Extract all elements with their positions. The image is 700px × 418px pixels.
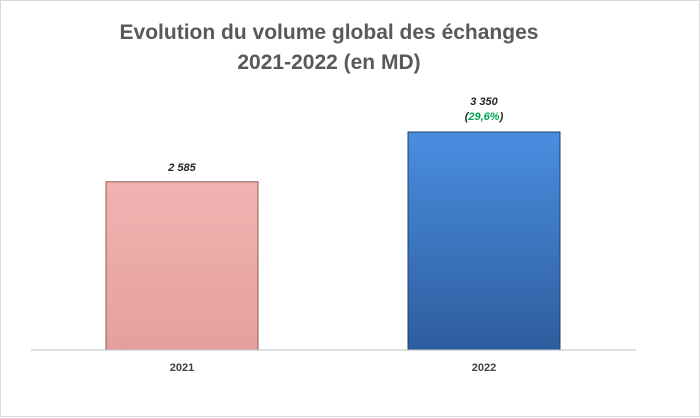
data-label-2021: 2 585 [167,162,196,174]
chart-subtitle: 2021-2022 (en MD) [237,51,420,74]
growth-value: 29,6% [467,111,499,123]
bar-2021 [105,181,259,351]
growth-label: (29,6%) [465,111,504,123]
growth-open-paren: ( [465,111,470,123]
x-tick-label-2022: 2022 [472,362,496,374]
growth-close-paren: ) [499,111,504,123]
bar-2022 [407,131,561,351]
labels-layer: 2 585 2021 3 350 2022 [167,96,498,374]
chart-title: Evolution du volume global des échanges [120,21,539,44]
data-label-2022: 3 350 [470,96,498,108]
x-tick-label-2021: 2021 [170,362,194,374]
bars-layer [105,131,561,351]
